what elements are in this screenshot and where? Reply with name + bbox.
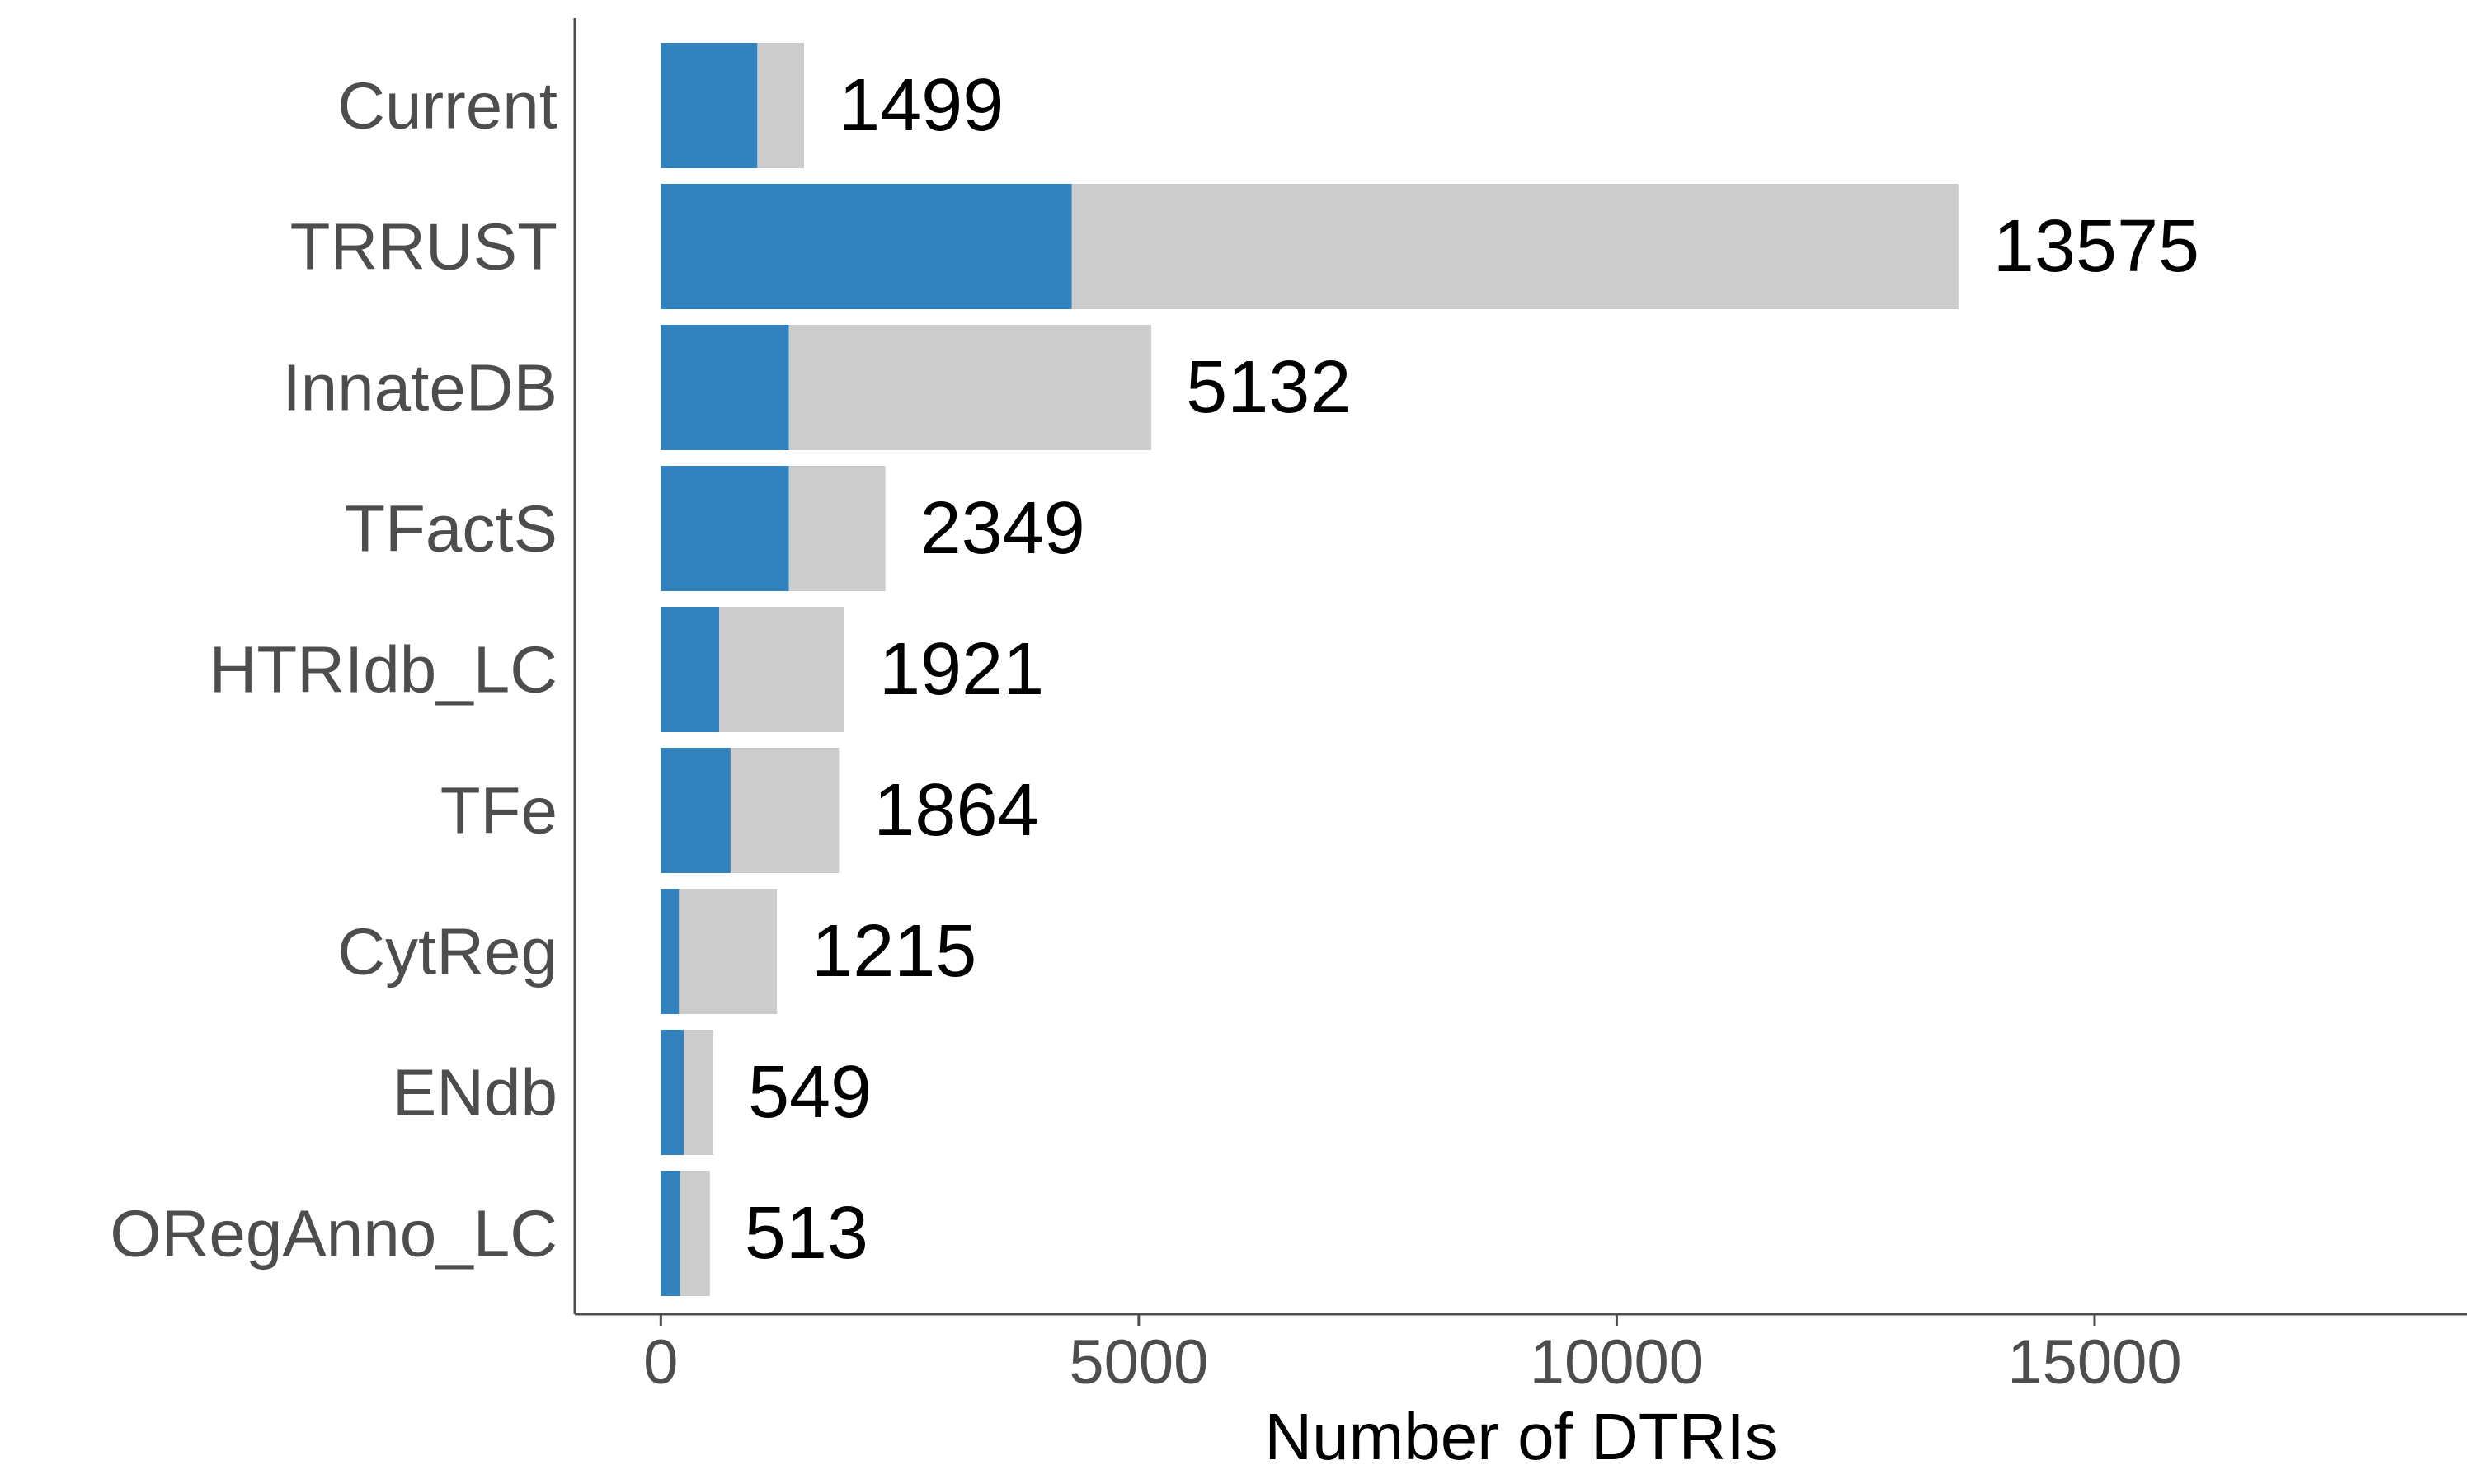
category-label-tfe: TFe: [440, 774, 557, 848]
value-labels-group: 1499 13575 5132 2349 1921 1864 1215 549 513: [745, 64, 2199, 1275]
bar-oreganno-lc-segment-1: [661, 1171, 680, 1296]
category-label-cytreg: CytReg: [337, 915, 557, 989]
category-labels-group: Current TRRUST InnateDB TFactS HTRIdb_LC TFe C…: [110, 69, 557, 1270]
bars-group: [661, 43, 1959, 1296]
bar-endb-segment-2: [684, 1030, 713, 1155]
x-ticks-group: 0 5000 10000 15000: [643, 1314, 2182, 1397]
bar-cytreg-segment-2: [679, 889, 778, 1014]
bar-htridb-lc-segment-1: [661, 607, 720, 732]
category-label-current: Current: [337, 69, 557, 143]
bar-htridb-lc-segment-2: [719, 607, 844, 732]
value-label-innatedb: 5132: [1186, 346, 1351, 429]
bar-tfacts-segment-2: [788, 466, 886, 591]
value-label-endb: 549: [748, 1051, 872, 1134]
bar-trrust-segment-2: [1071, 184, 1959, 309]
value-label-trrust: 13575: [1993, 205, 2199, 288]
bar-tfe-segment-2: [730, 748, 840, 873]
bar-current-segment-2: [757, 43, 805, 168]
category-label-oreganno-lc: ORegAnno_LC: [110, 1197, 557, 1270]
bar-innatedb-segment-1: [661, 325, 789, 450]
category-label-htridb-lc: HTRIdb_LC: [209, 633, 557, 707]
x-axis-title: Number of DTRIs: [1264, 1400, 1777, 1473]
category-label-endb: ENdb: [393, 1056, 557, 1129]
bar-oreganno-lc-segment-2: [680, 1171, 710, 1296]
bar-current-segment-1: [661, 43, 758, 168]
x-tick-label-10000: 10000: [1530, 1327, 1704, 1397]
category-label-tfacts: TFactS: [345, 492, 557, 566]
bar-cytreg-segment-1: [661, 889, 680, 1014]
x-tick-label-5000: 5000: [1069, 1327, 1208, 1397]
category-label-innatedb: InnateDB: [282, 351, 557, 425]
x-tick-label-0: 0: [643, 1327, 678, 1397]
x-tick-label-15000: 15000: [2007, 1327, 2181, 1397]
value-label-htridb-lc: 1921: [879, 628, 1044, 711]
value-label-tfe: 1864: [873, 769, 1038, 852]
category-label-trrust: TRRUST: [290, 210, 557, 284]
value-label-current: 1499: [839, 64, 1004, 147]
value-label-cytreg: 1215: [811, 910, 976, 993]
bar-trrust-segment-1: [661, 184, 1072, 309]
value-label-oreganno-lc: 513: [745, 1192, 868, 1275]
bar-innatedb-segment-2: [788, 325, 1152, 450]
value-label-tfacts: 2349: [920, 487, 1085, 570]
bar-tfacts-segment-1: [661, 466, 789, 591]
bar-endb-segment-1: [661, 1030, 684, 1155]
bar-tfe-segment-1: [661, 748, 731, 873]
